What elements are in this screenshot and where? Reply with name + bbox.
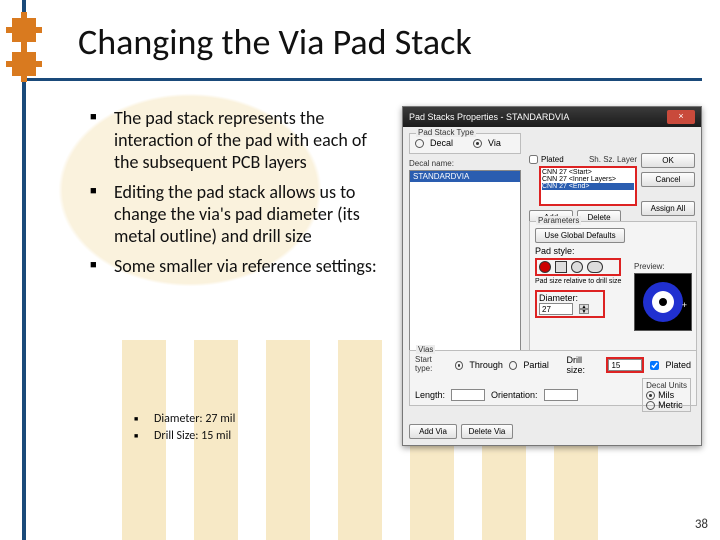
- units-label: Decal Units: [646, 381, 687, 390]
- delete-via-button[interactable]: Delete Via: [461, 424, 513, 439]
- plated-label: Plated: [665, 360, 691, 370]
- diameter-input[interactable]: [539, 303, 573, 315]
- plated-checkbox[interactable]: [529, 155, 538, 164]
- group-label: Parameters: [536, 216, 581, 225]
- ok-button[interactable]: OK: [641, 153, 695, 168]
- padstack-dialog: Pad Stacks Properties - STANDARDVIA × Pa…: [402, 106, 702, 446]
- radio-through[interactable]: [455, 361, 464, 370]
- radio-via[interactable]: [473, 139, 482, 148]
- page-number: 38: [695, 517, 708, 532]
- bullet: The pad stack represents the interaction…: [90, 108, 390, 174]
- orientation-label: Orientation:: [491, 390, 538, 400]
- diameter-group: Diameter: ▲▼: [535, 290, 605, 318]
- orientation-input[interactable]: [544, 389, 578, 401]
- list-item[interactable]: STANDARDVIA: [410, 171, 520, 182]
- length-input[interactable]: [451, 389, 485, 401]
- radio-label: Via: [488, 138, 501, 148]
- padstyle-options[interactable]: [535, 258, 621, 276]
- group-label: Pad Stack Type: [416, 128, 476, 137]
- sub-bullet: Drill Size: 15 mil: [134, 429, 394, 443]
- radio-label: Mils: [658, 390, 674, 400]
- radio-label: Decal: [430, 138, 453, 148]
- decal-list[interactable]: STANDARDVIA: [409, 170, 521, 370]
- padstack-type-group: Pad Stack Type Decal Via: [409, 133, 521, 154]
- plated-checkbox[interactable]: [650, 361, 659, 370]
- radio-mils[interactable]: [646, 391, 655, 400]
- dialog-titlebar: Pad Stacks Properties - STANDARDVIA ×: [403, 107, 701, 127]
- bullet: Some smaller via reference settings:: [90, 256, 390, 278]
- plated-label: Plated: [541, 155, 564, 164]
- body-bullets: The pad stack represents the interaction…: [90, 108, 390, 286]
- cancel-button[interactable]: Cancel: [641, 172, 695, 187]
- layer-row[interactable]: CNN 27 <Start>: [542, 169, 634, 176]
- rail-node-icon: [12, 18, 36, 42]
- dialog-title: Pad Stacks Properties - STANDARDVIA: [409, 112, 569, 122]
- padstyle-label: Pad style:: [535, 246, 575, 256]
- drill-label: Drill size:: [567, 355, 601, 375]
- round-pad-icon[interactable]: [539, 261, 551, 273]
- use-global-button[interactable]: Use Global Defaults: [535, 228, 625, 243]
- preview-label: Preview:: [634, 262, 692, 271]
- radio-label: Metric: [658, 400, 683, 410]
- rail-node-icon: [12, 52, 36, 76]
- radio-label: Through: [469, 360, 503, 370]
- layer-row[interactable]: CNN 27 <End>: [542, 183, 634, 190]
- square-pad-icon[interactable]: [555, 261, 567, 273]
- radio-label: Partial: [523, 360, 549, 370]
- sub-bullet: Diameter: 27 mil: [134, 412, 394, 426]
- sub-bullets: Diameter: 27 mil Drill Size: 15 mil: [134, 412, 394, 446]
- pad-preview: +: [634, 273, 692, 331]
- add-via-button[interactable]: Add Via: [409, 424, 457, 439]
- bullet: Editing the pad stack allows us to chang…: [90, 182, 390, 248]
- layer-list[interactable]: CNN 27 <Start> CNN 27 <Inner Layers> CNN…: [539, 166, 637, 206]
- radio-decal[interactable]: [415, 139, 424, 148]
- annular-pad-icon[interactable]: [571, 261, 583, 273]
- drill-input[interactable]: [608, 359, 642, 371]
- title-rule: [22, 78, 702, 81]
- layer-label: Sh. Sz. Layer: [587, 155, 639, 164]
- slide-title: Changing the Via Pad Stack: [78, 20, 472, 64]
- length-label: Length:: [415, 390, 445, 400]
- radio-partial[interactable]: [509, 361, 518, 370]
- assign-all-button[interactable]: Assign All: [641, 201, 695, 216]
- diameter-label: Diameter:: [539, 293, 601, 303]
- starttype-label: Start type:: [415, 355, 449, 373]
- close-icon[interactable]: ×: [667, 110, 695, 124]
- diameter-spinner[interactable]: ▲▼: [579, 304, 589, 314]
- radio-metric[interactable]: [646, 401, 655, 410]
- layer-row[interactable]: CNN 27 <Inner Layers>: [542, 176, 634, 183]
- group-label: Vias: [416, 345, 435, 354]
- oval-pad-icon[interactable]: [587, 261, 603, 273]
